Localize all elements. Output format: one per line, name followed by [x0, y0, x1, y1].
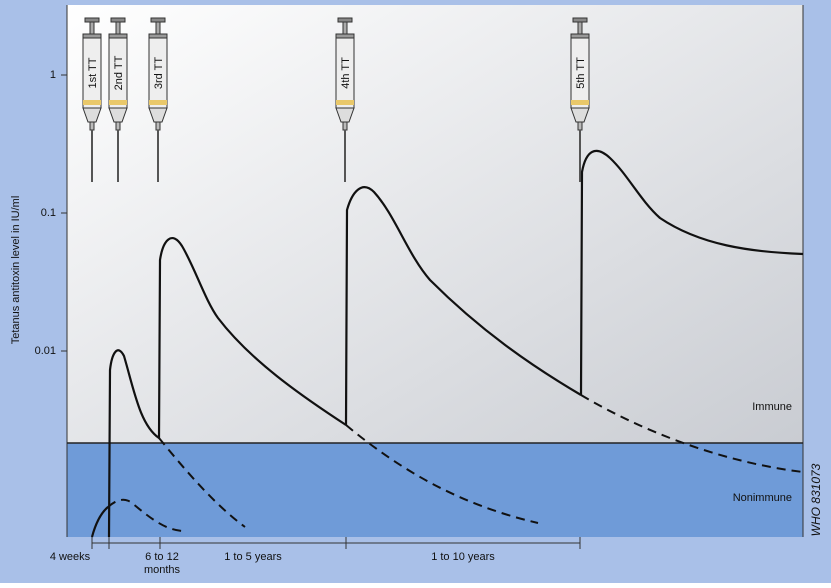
y-tick-label: 0.01 [35, 345, 56, 357]
dose-label: 5th TT [575, 57, 587, 89]
intervals [91, 537, 581, 549]
curve [107, 237, 347, 538]
decay-dashed [580, 394, 804, 473]
y-axis-label: Tetanus antitoxin level in IU/ml [10, 196, 22, 345]
y-tick-label: 0.1 [41, 207, 56, 219]
interval-label: 1 to 10 years [431, 551, 495, 563]
interval-label: 1 to 5 years [224, 551, 282, 563]
decay-dashed [107, 498, 184, 532]
syringes: 1st TT 2nd TT 3rd TT 4th TT 5th TT [82, 17, 590, 183]
decay-dashed [345, 424, 539, 524]
y-tick-label: 1 [50, 69, 56, 81]
zone-label: Nonimmune [733, 492, 792, 504]
credit: WHO 831073 [809, 463, 823, 536]
interval-bracket [91, 537, 581, 549]
interval-label: 4 weeks [50, 551, 91, 563]
decay-dashed [158, 437, 246, 528]
dose-label: 1st TT [87, 57, 99, 88]
curve [579, 149, 804, 396]
interval-label: 6 to 12 months [144, 551, 181, 576]
curve [344, 186, 582, 426]
primary-curve [90, 506, 109, 538]
dose-label: 3rd TT [153, 57, 165, 89]
dose-label: 4th TT [340, 57, 352, 89]
response-curves [90, 149, 804, 538]
nonimmune-zone [67, 443, 803, 537]
immune-zone [67, 5, 803, 443]
zone-label: Immune [752, 401, 792, 413]
dose-label: 2nd TT [113, 55, 125, 90]
